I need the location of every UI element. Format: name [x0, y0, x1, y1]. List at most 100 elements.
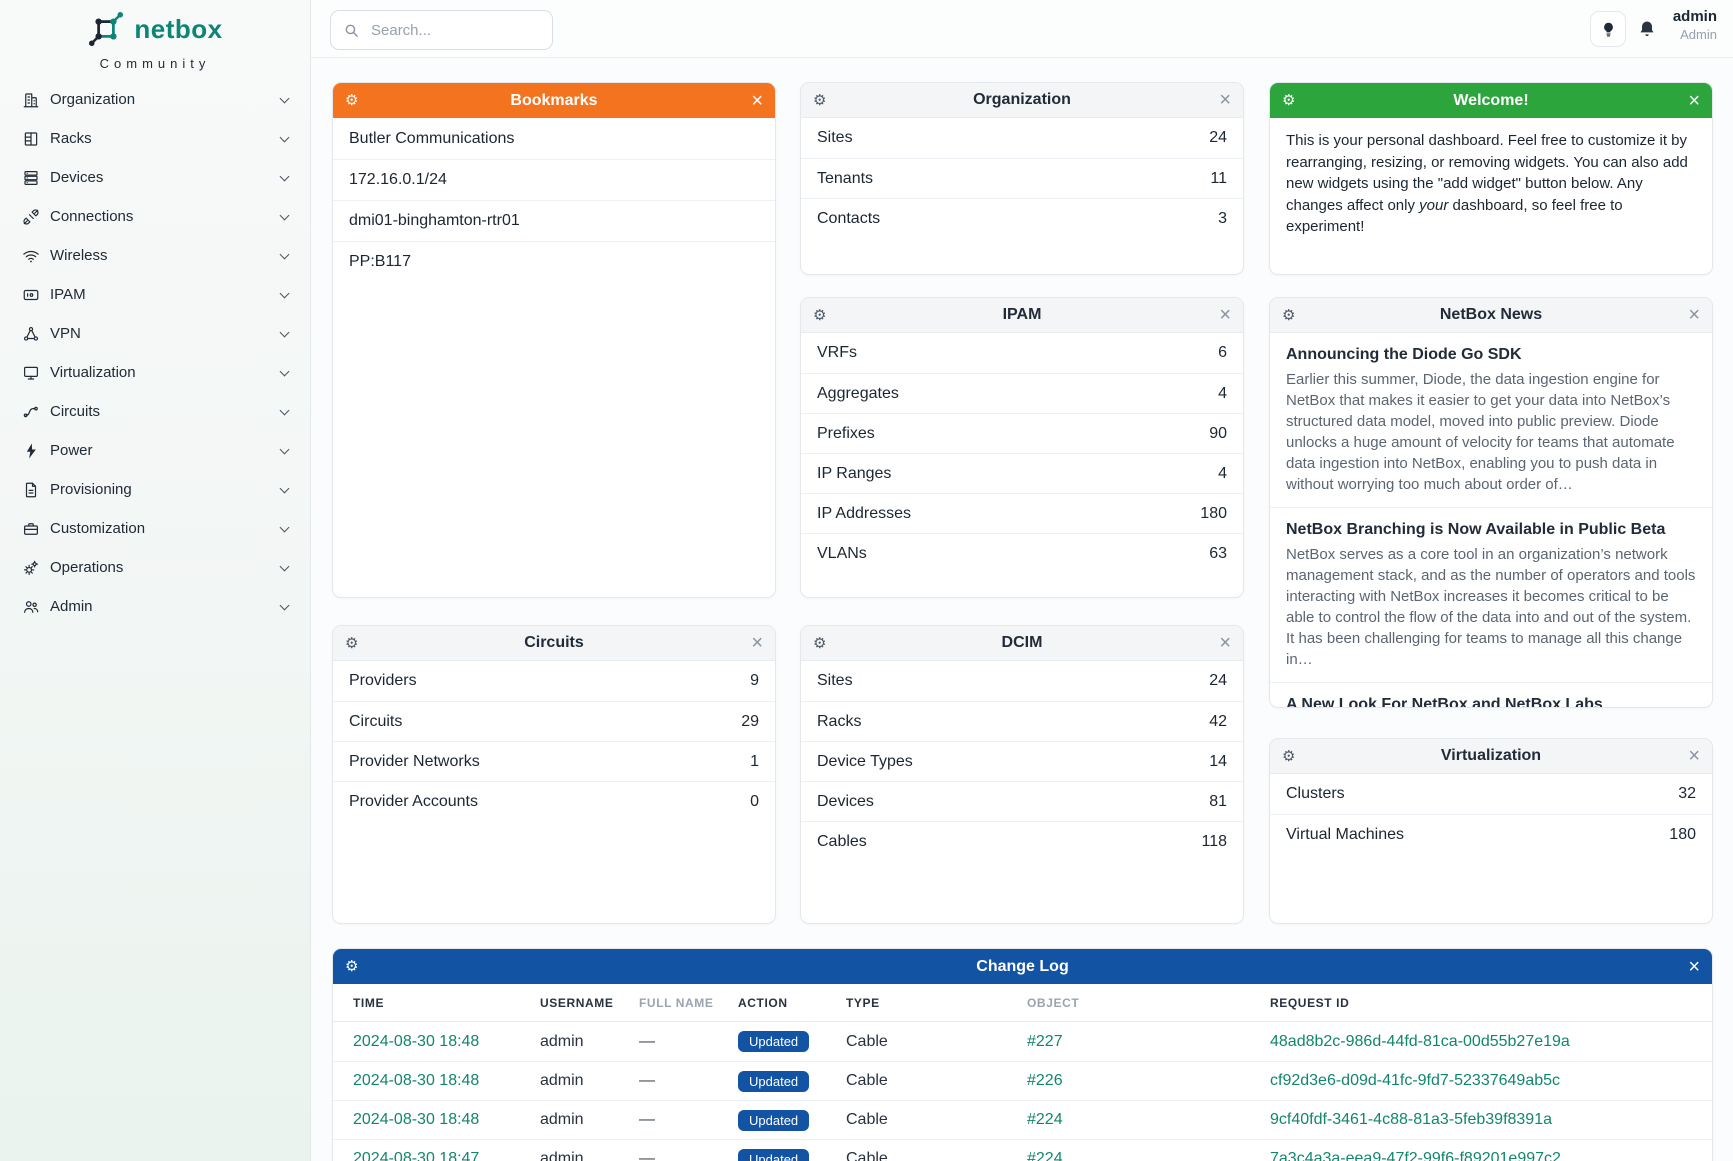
sidebar-item-devices[interactable]: Devices [0, 158, 310, 197]
stat-label[interactable]: Contacts [817, 209, 881, 227]
widget-config-gear-icon[interactable]: ⚙ [1282, 747, 1296, 765]
stat-label[interactable]: Clusters [1286, 785, 1345, 802]
stat-label[interactable]: Provider Networks [349, 752, 480, 770]
change-request-id-link[interactable]: cf92d3e6-d09d-41fc-9fd7-52337649ab5c [1270, 1072, 1561, 1089]
stat-value[interactable]: 14 [1209, 752, 1227, 770]
notifications-bell-icon[interactable] [1637, 18, 1657, 40]
news-title[interactable]: Announcing the Diode Go SDK [1286, 346, 1522, 363]
stat-label[interactable]: Providers [349, 672, 417, 689]
search-input[interactable] [369, 20, 540, 40]
stat-label[interactable]: Tenants [817, 169, 874, 187]
stat-value[interactable]: 4 [1218, 464, 1227, 482]
change-time-link[interactable]: 2024-08-30 18:47 [353, 1150, 480, 1161]
sidebar-item-power[interactable]: Power [0, 431, 310, 470]
widget-close-icon[interactable]: × [751, 89, 763, 112]
stat-label[interactable]: Devices [817, 792, 874, 810]
stat-value[interactable]: 81 [1209, 792, 1227, 810]
sidebar-item-provisioning[interactable]: Provisioning [0, 470, 310, 509]
stat-value[interactable]: 24 [1209, 672, 1227, 689]
stat-value[interactable]: 32 [1678, 785, 1696, 802]
stat-value[interactable]: 1 [750, 752, 759, 770]
widget-config-gear-icon[interactable]: ⚙ [813, 306, 827, 324]
stat-value[interactable]: 63 [1209, 544, 1227, 562]
sidebar-item-virtualization[interactable]: Virtualization [0, 353, 310, 392]
change-request-id-link[interactable]: 9cf40fdf-3461-4c88-81a3-5feb39f8391a [1270, 1111, 1552, 1128]
stat-value[interactable]: 24 [1209, 129, 1227, 146]
stat-label[interactable]: Circuits [349, 712, 403, 730]
change-time-link[interactable]: 2024-08-30 18:48 [353, 1032, 480, 1050]
widget-close-icon[interactable]: × [1219, 89, 1231, 111]
sidebar-item-ipam[interactable]: IPAM [0, 275, 310, 314]
stat-value[interactable]: 42 [1209, 712, 1227, 730]
change-object-link[interactable]: #224 [1027, 1150, 1063, 1161]
news-title[interactable]: A New Look For NetBox and NetBox Labs [1286, 696, 1603, 708]
stat-value[interactable]: 180 [1200, 504, 1227, 522]
column-header-action[interactable]: ACTION [738, 995, 788, 1010]
sidebar-item-circuits[interactable]: Circuits [0, 392, 310, 431]
stat-label[interactable]: Virtual Machines [1286, 825, 1404, 843]
widget-close-icon[interactable]: × [1219, 632, 1231, 654]
news-title[interactable]: NetBox Branching is Now Available in Pub… [1286, 521, 1666, 538]
widget-close-icon[interactable]: × [1688, 304, 1700, 326]
widget-config-gear-icon[interactable]: ⚙ [813, 634, 827, 652]
stat-label[interactable]: Provider Accounts [349, 792, 478, 810]
change-time-link[interactable]: 2024-08-30 18:48 [353, 1111, 480, 1128]
column-header-username[interactable]: USERNAME [540, 995, 614, 1010]
widget-config-gear-icon[interactable]: ⚙ [1282, 306, 1296, 324]
stat-value[interactable]: 180 [1669, 825, 1696, 843]
netbox-logo[interactable]: netbox [0, 10, 310, 48]
stat-value[interactable]: 0 [750, 792, 759, 810]
widget-close-icon[interactable]: × [1688, 955, 1700, 978]
stat-label[interactable]: VRFs [817, 344, 857, 361]
sidebar-item-organization[interactable]: Organization [0, 80, 310, 119]
stat-value[interactable]: 9 [750, 672, 759, 689]
change-object-link[interactable]: #226 [1027, 1072, 1063, 1089]
stat-label[interactable]: IP Ranges [817, 464, 892, 482]
stat-value[interactable]: 3 [1218, 209, 1227, 227]
change-request-id-link[interactable]: 7a3c4a3a-eea9-47f2-99f6-f89201e997c2 [1270, 1150, 1561, 1161]
column-header-request-id[interactable]: REQUEST ID [1270, 995, 1350, 1010]
stat-label[interactable]: VLANs [817, 544, 867, 562]
widget-close-icon[interactable]: × [1688, 745, 1700, 767]
column-header-type[interactable]: TYPE [846, 995, 880, 1010]
widget-close-icon[interactable]: × [1219, 304, 1231, 326]
stat-value[interactable]: 11 [1210, 169, 1227, 187]
stat-label[interactable]: Sites [817, 672, 853, 689]
stat-label[interactable]: Sites [817, 129, 853, 146]
widget-config-gear-icon[interactable]: ⚙ [813, 91, 827, 109]
bookmark-item[interactable]: Butler Communications [349, 129, 515, 147]
widget-close-icon[interactable]: × [1688, 89, 1700, 112]
change-request-id-link[interactable]: 48ad8b2c-986d-44fd-81ca-00d55b27e19a [1270, 1032, 1570, 1050]
change-time-link[interactable]: 2024-08-30 18:48 [353, 1072, 480, 1089]
widget-config-gear-icon[interactable]: ⚙ [345, 958, 359, 975]
stat-value[interactable]: 6 [1218, 344, 1227, 361]
sidebar-item-wireless[interactable]: Wireless [0, 236, 310, 275]
user-menu[interactable]: admin Admin [1673, 8, 1717, 43]
change-object-link[interactable]: #227 [1027, 1032, 1063, 1050]
change-object-link[interactable]: #224 [1027, 1111, 1063, 1128]
widget-close-icon[interactable]: × [751, 632, 763, 654]
sidebar-item-racks[interactable]: Racks [0, 119, 310, 158]
widget-config-gear-icon[interactable]: ⚙ [345, 92, 359, 109]
stat-label[interactable]: Aggregates [817, 384, 899, 402]
sidebar-item-admin[interactable]: Admin [0, 587, 310, 626]
stat-label[interactable]: IP Addresses [817, 504, 911, 522]
widget-config-gear-icon[interactable]: ⚙ [345, 634, 359, 652]
sidebar-item-vpn[interactable]: VPN [0, 314, 310, 353]
sidebar-item-operations[interactable]: Operations [0, 548, 310, 587]
theme-toggle-button[interactable] [1590, 11, 1626, 47]
stat-label[interactable]: Device Types [817, 752, 913, 770]
stat-label[interactable]: Cables [817, 832, 867, 850]
stat-value[interactable]: 90 [1209, 424, 1227, 442]
bookmark-item[interactable]: 172.16.0.1/24 [333, 159, 775, 200]
bookmark-item[interactable]: dmi01-binghamton-rtr01 [333, 200, 775, 241]
bookmark-item[interactable]: PP:B117 [333, 241, 775, 282]
sidebar-item-customization[interactable]: Customization [0, 509, 310, 548]
column-header-time[interactable]: TIME [353, 995, 385, 1010]
stat-value[interactable]: 29 [741, 712, 759, 730]
stat-value[interactable]: 4 [1218, 384, 1227, 402]
widget-config-gear-icon[interactable]: ⚙ [1282, 92, 1296, 109]
stat-label[interactable]: Racks [817, 712, 862, 730]
stat-value[interactable]: 118 [1201, 832, 1227, 850]
sidebar-item-connections[interactable]: Connections [0, 197, 310, 236]
